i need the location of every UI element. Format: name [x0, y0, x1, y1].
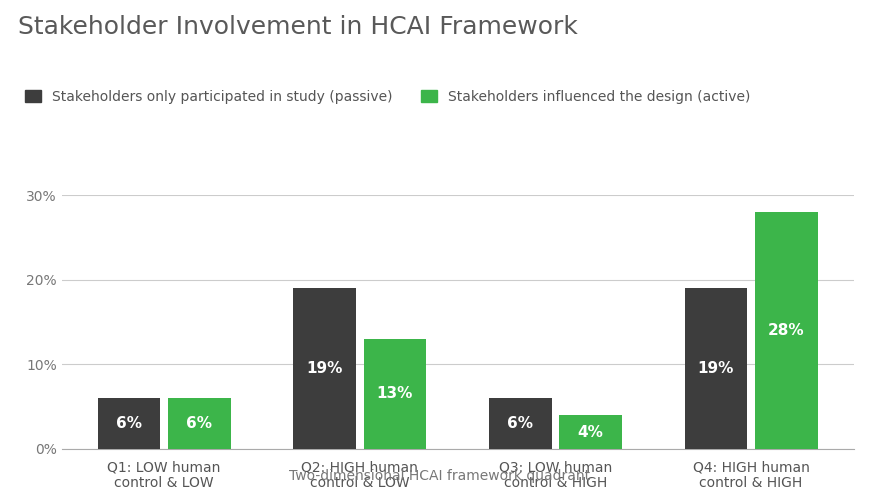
- Bar: [363, 339, 426, 449]
- Bar: [685, 288, 747, 449]
- Text: 28%: 28%: [768, 323, 804, 338]
- Text: 4%: 4%: [577, 425, 604, 440]
- Text: 6%: 6%: [187, 416, 212, 431]
- Text: Stakeholder Involvement in HCAI Framework: Stakeholder Involvement in HCAI Framewor…: [18, 15, 577, 39]
- Bar: [560, 415, 622, 449]
- Legend: Stakeholders only participated in study (passive), Stakeholders influenced the d: Stakeholders only participated in study …: [25, 90, 751, 104]
- Bar: [98, 398, 160, 449]
- Text: 6%: 6%: [116, 416, 142, 431]
- Bar: [755, 212, 818, 449]
- Bar: [293, 288, 356, 449]
- Text: Two-dimensional HCAI framework quadrant: Two-dimensional HCAI framework quadrant: [290, 469, 590, 483]
- Bar: [489, 398, 552, 449]
- Text: 6%: 6%: [507, 416, 533, 431]
- Text: 19%: 19%: [698, 361, 734, 376]
- Text: 19%: 19%: [306, 361, 342, 376]
- Bar: [168, 398, 231, 449]
- Text: 13%: 13%: [377, 386, 414, 402]
